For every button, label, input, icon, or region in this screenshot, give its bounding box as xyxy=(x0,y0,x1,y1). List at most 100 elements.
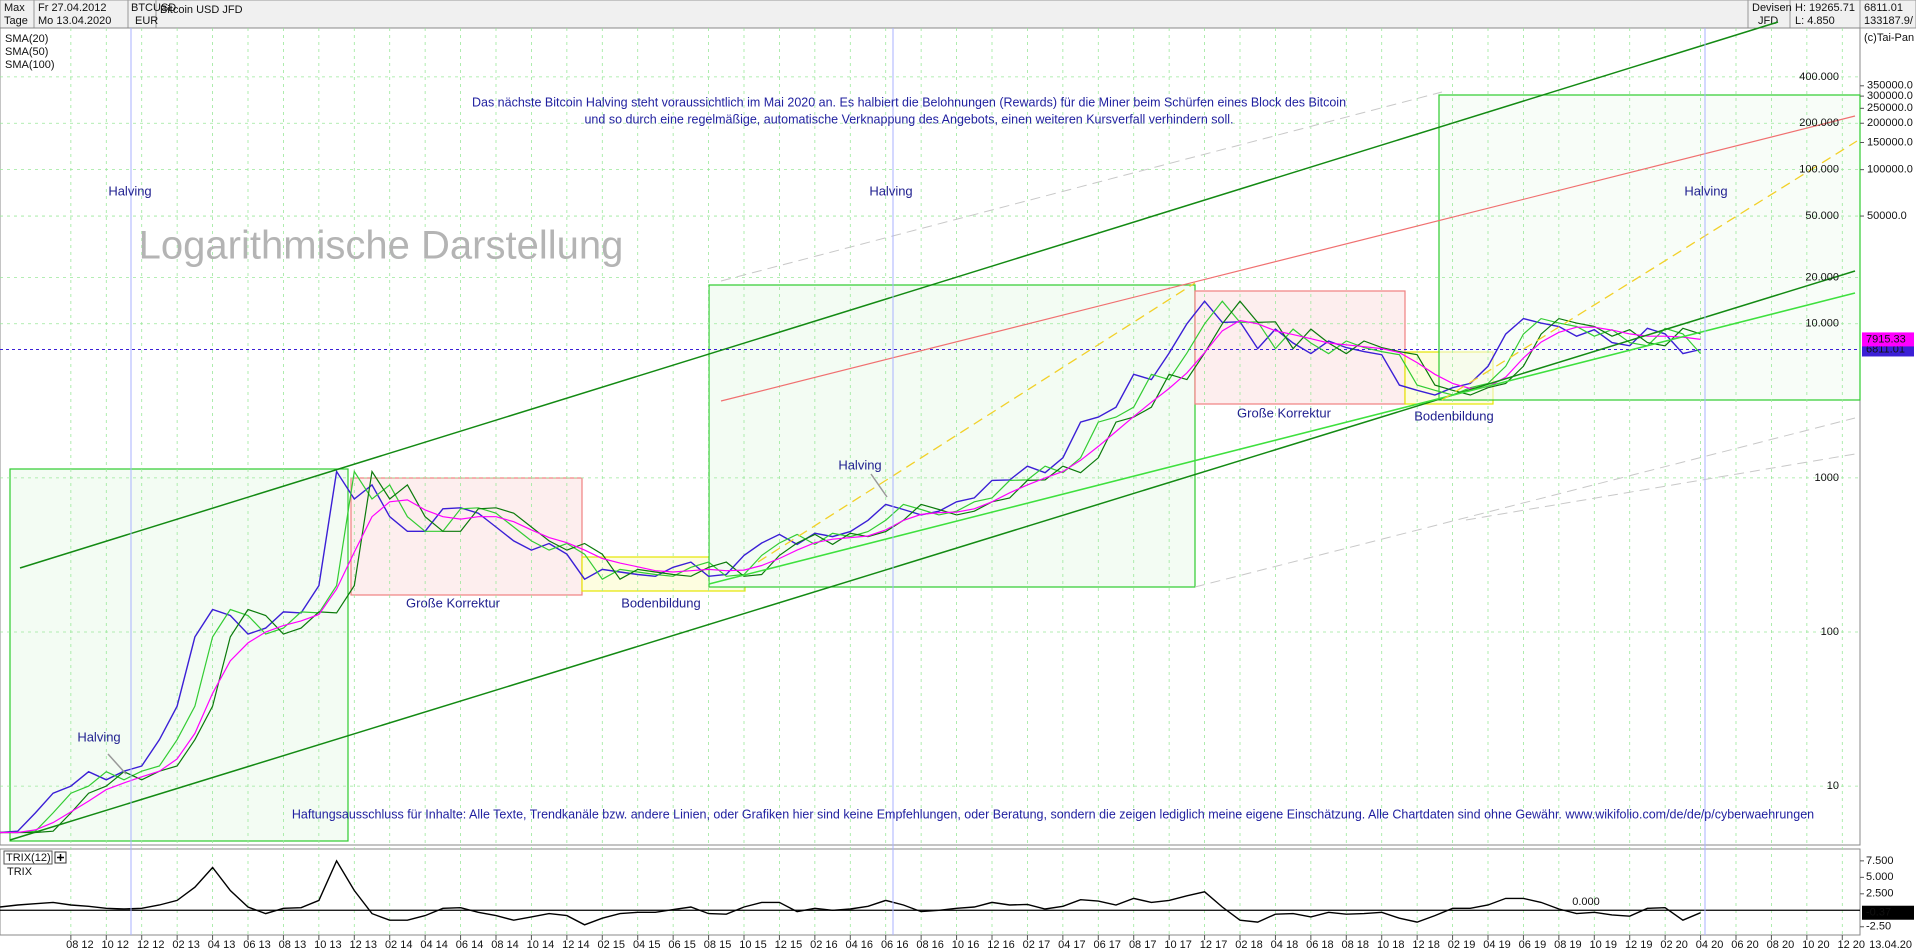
halving-label: Halving xyxy=(838,457,881,472)
start-date: Fr 27.04.2012 xyxy=(38,2,107,14)
x-tick-label: 10 18 xyxy=(1377,939,1405,951)
plot-layer xyxy=(0,28,1860,935)
y-tick-label: 20.000 xyxy=(1805,271,1839,283)
x-tick-label: 02 14 xyxy=(385,939,413,951)
x-tick-label: 02 17 xyxy=(1023,939,1051,951)
zone-box xyxy=(9,468,349,842)
y-tick-label: 100.000 xyxy=(1799,164,1839,176)
x-tick-label: 12 15 xyxy=(775,939,803,951)
x-tick-label: 06 14 xyxy=(456,939,484,951)
x-tick-label: 08 16 xyxy=(916,939,944,951)
price-tag xyxy=(1862,332,1914,347)
x-tick-label: 10 13 xyxy=(314,939,342,951)
high: H: 19265.71 xyxy=(1795,2,1855,14)
legend-entry: SMA(100) xyxy=(5,59,55,71)
info-text: Das nächste Bitcoin Halving steht voraus… xyxy=(472,95,1346,109)
x-tick-label: 12 18 xyxy=(1412,939,1440,951)
disclaimer: Haftungsausschluss für Inhalte: Alle Tex… xyxy=(292,807,1814,821)
x-tick-label: 08 19 xyxy=(1554,939,1582,951)
trend-line xyxy=(708,292,1856,585)
trend-line xyxy=(19,21,1779,569)
x-tick-label: 10 16 xyxy=(952,939,980,951)
x-tick-label: 06 20 xyxy=(1731,939,1759,951)
instrument-name: Bitcoin USD JFD xyxy=(160,4,243,16)
correction-label: Große Korrektur xyxy=(1237,405,1332,420)
bottom-label: Bodenbildung xyxy=(1414,408,1494,423)
plus-icon xyxy=(57,854,64,861)
header-background xyxy=(0,0,1916,29)
indicator-box[interactable] xyxy=(3,850,53,865)
x-tick-label: 02 19 xyxy=(1448,939,1476,951)
x-tick-label: 04 14 xyxy=(420,939,448,951)
trix-plot-frame xyxy=(0,848,1861,936)
indicator-name: TRIX xyxy=(7,866,33,878)
info-text: und so durch eine regelmäßige, automatis… xyxy=(584,112,1233,126)
arrow xyxy=(107,753,127,775)
y-tick-label: 250000.0 xyxy=(1867,102,1913,114)
y-tick-label: 300000.0 xyxy=(1867,90,1913,102)
period-select[interactable]: Max xyxy=(4,2,25,14)
x-tick-label: 12 17 xyxy=(1200,939,1228,951)
y-tick-label: 400.000 xyxy=(1799,71,1839,83)
y-tick-label: 10.000 xyxy=(1805,318,1839,330)
x-tick-label: 06 13 xyxy=(243,939,271,951)
x-tick-label: 08 14 xyxy=(491,939,519,951)
main-plot-frame xyxy=(0,27,1861,846)
x-tick-label: 06 17 xyxy=(1094,939,1122,951)
x-tick-label: 12 14 xyxy=(562,939,590,951)
series-line xyxy=(0,319,1701,834)
x-tick-label: 10 14 xyxy=(527,939,555,951)
legend-entry: SMA(50) xyxy=(5,46,48,58)
copyright: (c)Tai-Pan xyxy=(1864,32,1914,44)
x-tick-label: 02 13 xyxy=(172,939,200,951)
x-tick-label: 06 15 xyxy=(668,939,696,951)
y-tick-label: 10 xyxy=(1827,780,1839,792)
halving-label: Halving xyxy=(1684,183,1727,198)
series-line xyxy=(0,300,1701,834)
y-tick-label: 100 xyxy=(1821,626,1839,638)
y-tick-label: 5.000 xyxy=(1866,871,1894,883)
trend-line xyxy=(720,91,1443,282)
trend-lines xyxy=(9,21,1858,935)
x-tick-label: 04 17 xyxy=(1058,939,1086,951)
series-line xyxy=(0,300,1701,834)
price-tag-label: 7915.33 xyxy=(1866,333,1906,345)
arrow xyxy=(870,473,888,498)
x-tick-label: 10 15 xyxy=(739,939,767,951)
y-tick-label: 2.500 xyxy=(1866,888,1894,900)
y-tick-label: 150000.0 xyxy=(1867,136,1913,148)
y-tick-label: 50000.0 xyxy=(1867,210,1907,222)
symbol: BTCUSD xyxy=(131,2,176,14)
x-tick-label: 06 18 xyxy=(1306,939,1334,951)
x-tick-label: 02 20 xyxy=(1660,939,1688,951)
header-bar: Max Tage Fr 27.04.2012 Mo 13.04.2020 BTC… xyxy=(0,0,1916,29)
halving-label: Halving xyxy=(869,183,912,198)
halving-label: Halving xyxy=(77,729,120,744)
y-tick-label: 7.500 xyxy=(1866,855,1894,867)
x-tick-label: 10 17 xyxy=(1164,939,1192,951)
x-tick-label: 08 18 xyxy=(1342,939,1370,951)
trend-line xyxy=(1441,140,1858,401)
x-tick-label: 12 19 xyxy=(1625,939,1653,951)
zone-box xyxy=(1438,94,1861,401)
y-tick-label: 100000.0 xyxy=(1867,164,1913,176)
x-tick-label: 08 17 xyxy=(1129,939,1157,951)
y-tick-label: 350000.0 xyxy=(1867,80,1913,92)
currency: EUR xyxy=(135,15,158,27)
halving-label: Halving xyxy=(108,183,151,198)
x-tick-label: 02 18 xyxy=(1235,939,1263,951)
market: Devisen xyxy=(1752,2,1792,14)
x-tick-label: 08 13 xyxy=(279,939,307,951)
x-tick-label: 04 16 xyxy=(846,939,874,951)
volume: 133187.9/ xyxy=(1864,15,1914,27)
trend-line xyxy=(1465,453,1856,521)
zero-label: 0.000 xyxy=(1572,896,1600,908)
x-tick-label: 12 12 xyxy=(137,939,165,951)
y-tick-label: -2.50 xyxy=(1866,921,1891,933)
x-tick-label: 06 19 xyxy=(1519,939,1547,951)
y-tick-label: 200000.0 xyxy=(1867,117,1913,129)
series-line xyxy=(0,859,1701,926)
unit-select[interactable]: Tage xyxy=(4,15,28,27)
last-price: 6811.01 xyxy=(1864,2,1903,14)
